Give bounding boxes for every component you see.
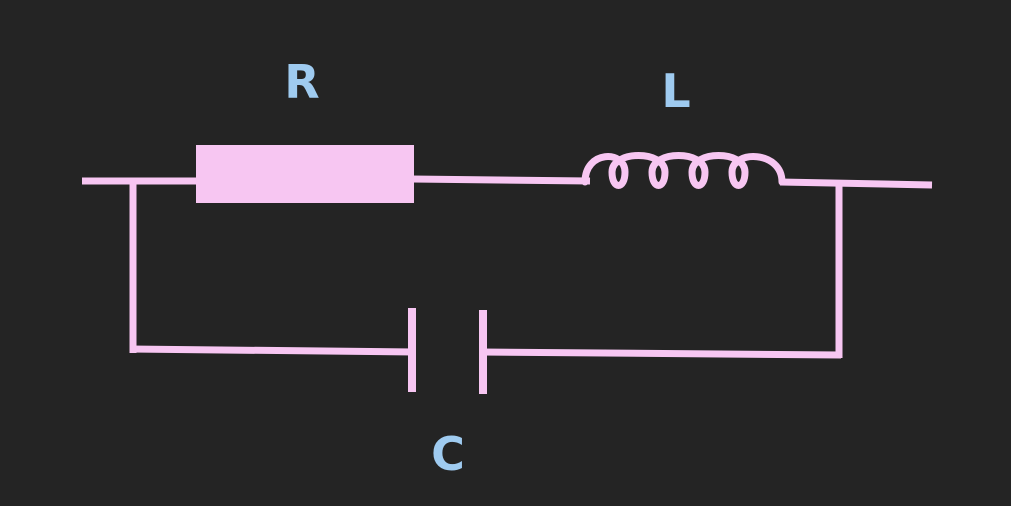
inductor-label: L <box>661 64 690 118</box>
resistor-label: R <box>284 55 319 109</box>
wire-top-right <box>779 178 933 189</box>
inductor-symbol <box>581 152 786 189</box>
wire-bottom-right <box>480 348 842 359</box>
wire-bottom-left <box>129 345 415 356</box>
capacitor-label: C <box>431 427 465 481</box>
wire-top-middle <box>411 175 591 185</box>
resistor-symbol <box>196 145 414 203</box>
